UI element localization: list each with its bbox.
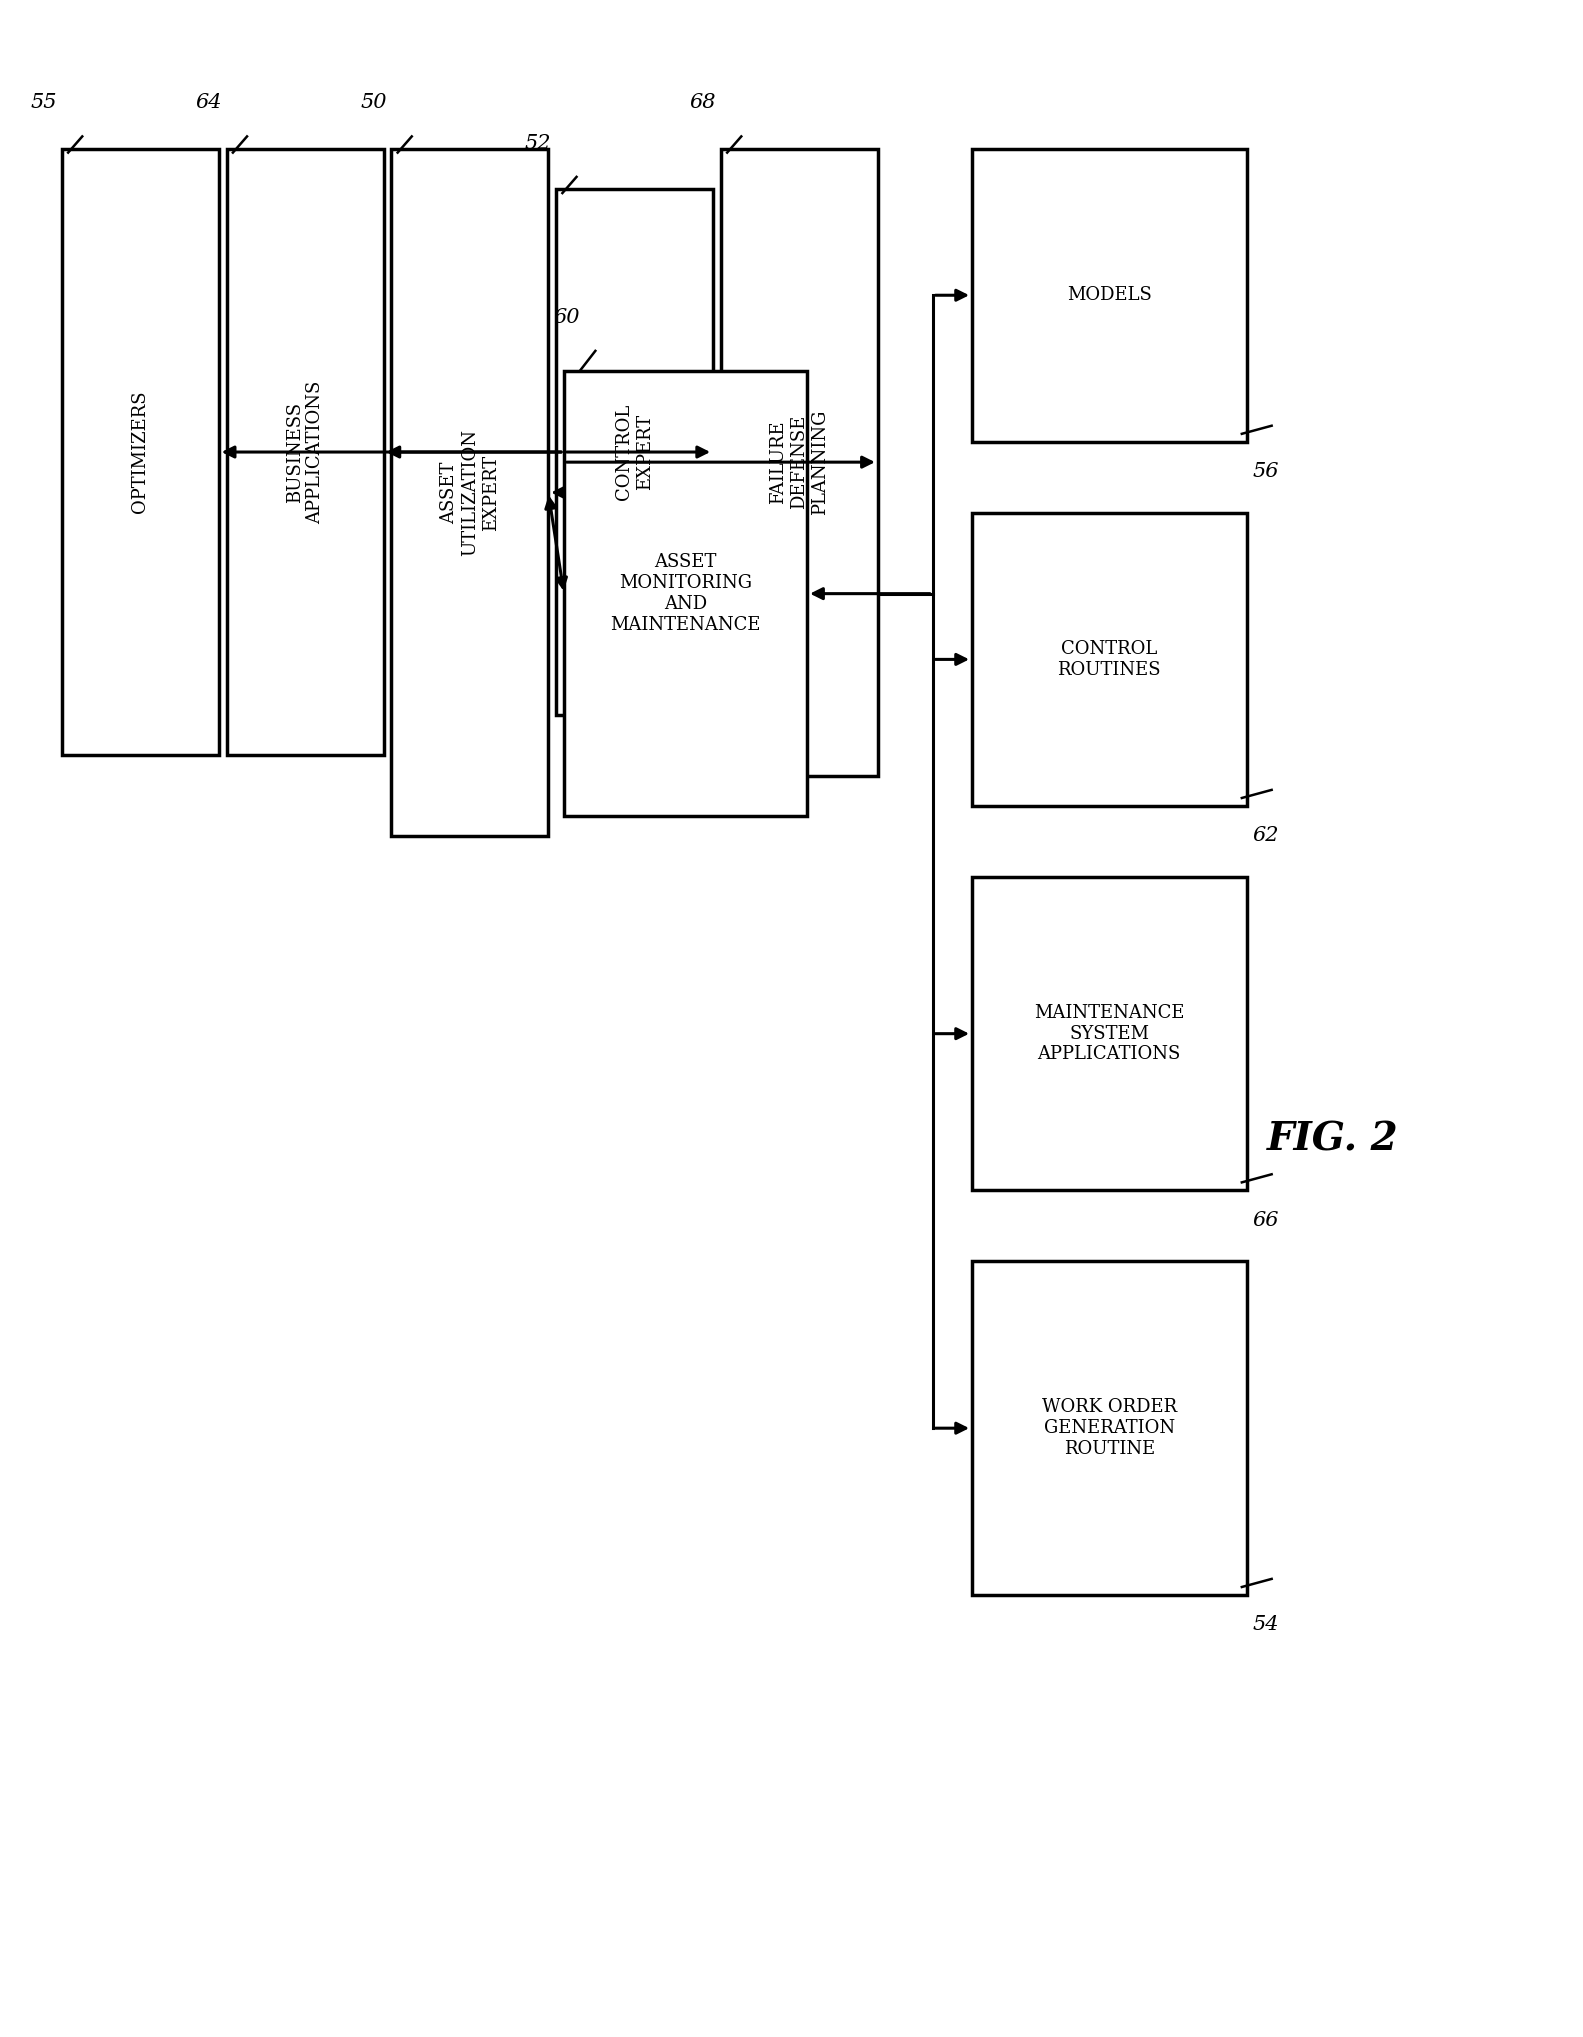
Bar	[720, 149, 879, 776]
Bar	[226, 149, 383, 756]
Text: ASSET
MONITORING
AND
MAINTENANCE: ASSET MONITORING AND MAINTENANCE	[611, 554, 761, 634]
Text: MODELS: MODELS	[1067, 287, 1152, 304]
Text: WORK ORDER
GENERATION
ROUTINE: WORK ORDER GENERATION ROUTINE	[1042, 1397, 1176, 1458]
Bar	[972, 513, 1246, 807]
Text: MAINTENANCE
SYSTEM
APPLICATIONS: MAINTENANCE SYSTEM APPLICATIONS	[1034, 1004, 1184, 1063]
Text: 64: 64	[195, 94, 222, 112]
Text: 68: 68	[690, 94, 716, 112]
Bar	[564, 371, 807, 817]
Bar	[972, 149, 1246, 442]
Text: OPTIMIZERS: OPTIMIZERS	[131, 391, 149, 513]
Text: BUSINESS
APPLICATIONS: BUSINESS APPLICATIONS	[285, 381, 325, 524]
Text: 60: 60	[552, 308, 579, 326]
Text: FIG. 2: FIG. 2	[1266, 1120, 1399, 1159]
Bar	[972, 1261, 1246, 1595]
Bar	[556, 189, 712, 715]
Text: 50: 50	[361, 94, 386, 112]
Text: 54: 54	[1252, 1615, 1279, 1634]
Text: FAILURE
DEFENSE
PLANNING: FAILURE DEFENSE PLANNING	[769, 409, 829, 515]
Text: CONTROL
ROUTINES: CONTROL ROUTINES	[1057, 640, 1160, 678]
Bar	[391, 149, 548, 837]
Bar	[972, 876, 1246, 1190]
Text: 55: 55	[30, 94, 57, 112]
Text: 52: 52	[526, 134, 551, 153]
Text: 66: 66	[1252, 1210, 1279, 1230]
Text: CONTROL
EXPERT: CONTROL EXPERT	[616, 403, 654, 501]
Text: 62: 62	[1252, 827, 1279, 845]
Bar	[62, 149, 218, 756]
Text: ASSET
UTILIZATION
EXPERT: ASSET UTILIZATION EXPERT	[440, 430, 500, 556]
Text: 56: 56	[1252, 462, 1279, 481]
